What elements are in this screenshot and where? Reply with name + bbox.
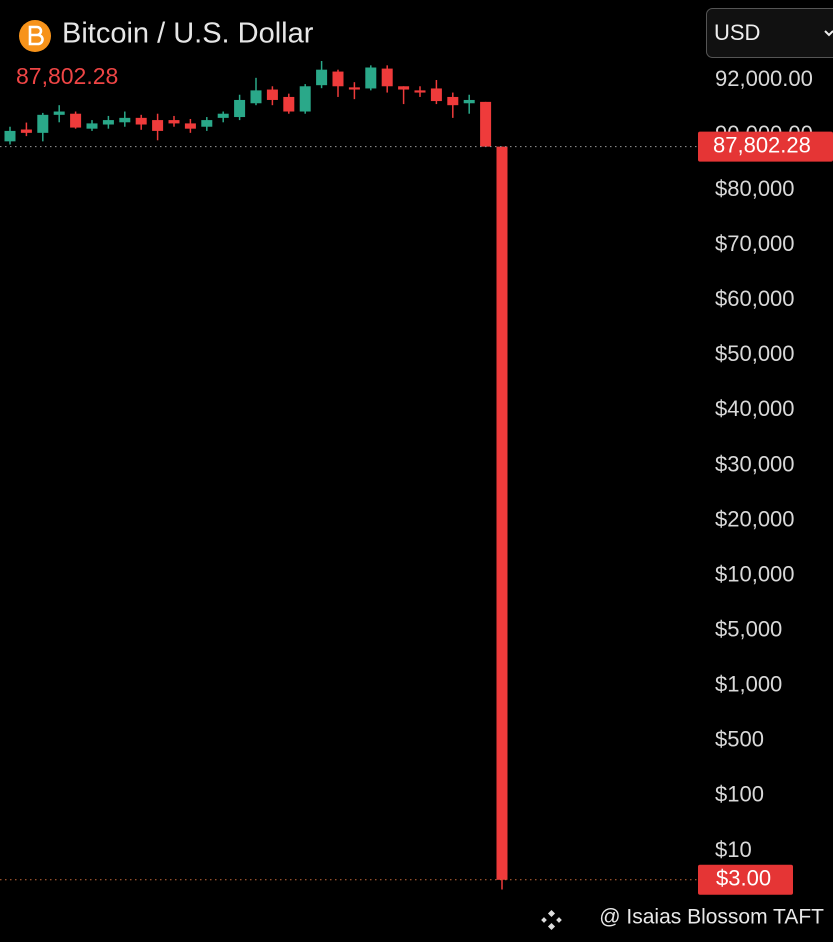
- candle-body: [283, 96, 295, 112]
- y-tick-label: $20,000: [715, 506, 795, 531]
- y-tick-label: $500: [715, 727, 764, 752]
- candle-body: [348, 87, 360, 90]
- y-tick-label: $100: [715, 782, 764, 807]
- candle-body: [447, 96, 459, 106]
- candle-body: [168, 120, 180, 124]
- y-tick-label: $50,000: [715, 341, 795, 366]
- candle-body: [381, 68, 393, 87]
- low-price-badge-label: $3.00: [716, 866, 771, 891]
- candle-body: [480, 101, 492, 147]
- y-tick-label: $70,000: [715, 231, 795, 256]
- y-tick-label: $60,000: [715, 286, 795, 311]
- watermark-icon: [541, 909, 562, 931]
- candle-body: [184, 123, 196, 129]
- candle-body: [4, 130, 16, 142]
- y-tick-label: $80,000: [715, 176, 795, 201]
- last-price-badge: [698, 131, 833, 162]
- candle-body: [496, 146, 508, 880]
- candle-body: [430, 88, 442, 102]
- y-tick-label: $1,000: [715, 672, 782, 697]
- candle-body: [266, 89, 278, 100]
- candle-body: [20, 129, 32, 133]
- candle-body: [234, 99, 246, 118]
- candle-body: [398, 86, 410, 90]
- currency-label[interactable]: USD: [714, 20, 760, 45]
- candle-body: [37, 114, 49, 133]
- currency-select[interactable]: [706, 8, 833, 58]
- last-price-badge-label: 87,802.28: [713, 132, 811, 157]
- y-tick-label: $10,000: [715, 561, 795, 586]
- chart-title: Bitcoin / U.S. Dollar: [62, 18, 314, 50]
- y-tick-label: $5,000: [715, 617, 782, 642]
- y-tick-label: $30,000: [715, 451, 795, 476]
- candle-body: [102, 120, 114, 125]
- watermark: @ Isaias Blossom TAFT: [599, 906, 824, 929]
- candle-body: [250, 90, 262, 104]
- candle-body: [53, 111, 65, 115]
- candle-body: [299, 86, 311, 112]
- plot: 92,000.0090,000.00$80,000$70,000$60,000$…: [0, 61, 833, 895]
- candle-body: [316, 69, 328, 86]
- candle-body: [70, 113, 82, 128]
- candle-body: [332, 71, 344, 87]
- candle-body: [152, 120, 164, 131]
- candle-body: [365, 67, 377, 89]
- dropdown-arrow[interactable]: [824, 30, 833, 37]
- candle-body: [86, 123, 98, 129]
- candle-body: [217, 113, 229, 118]
- candle-body: [414, 90, 426, 93]
- candle-body: [201, 120, 213, 127]
- y-tick-label: $40,000: [715, 396, 795, 421]
- y-tick-label: 92,000.00: [715, 66, 813, 91]
- candle-body: [463, 99, 475, 104]
- bitcoin-icon-glyph: [28, 25, 44, 46]
- current-price: 87,802.28: [16, 63, 118, 89]
- low-price-badge: [698, 864, 793, 895]
- candle-body: [135, 117, 147, 125]
- candle-body: [119, 117, 131, 123]
- y-tick-label: $10: [715, 837, 752, 862]
